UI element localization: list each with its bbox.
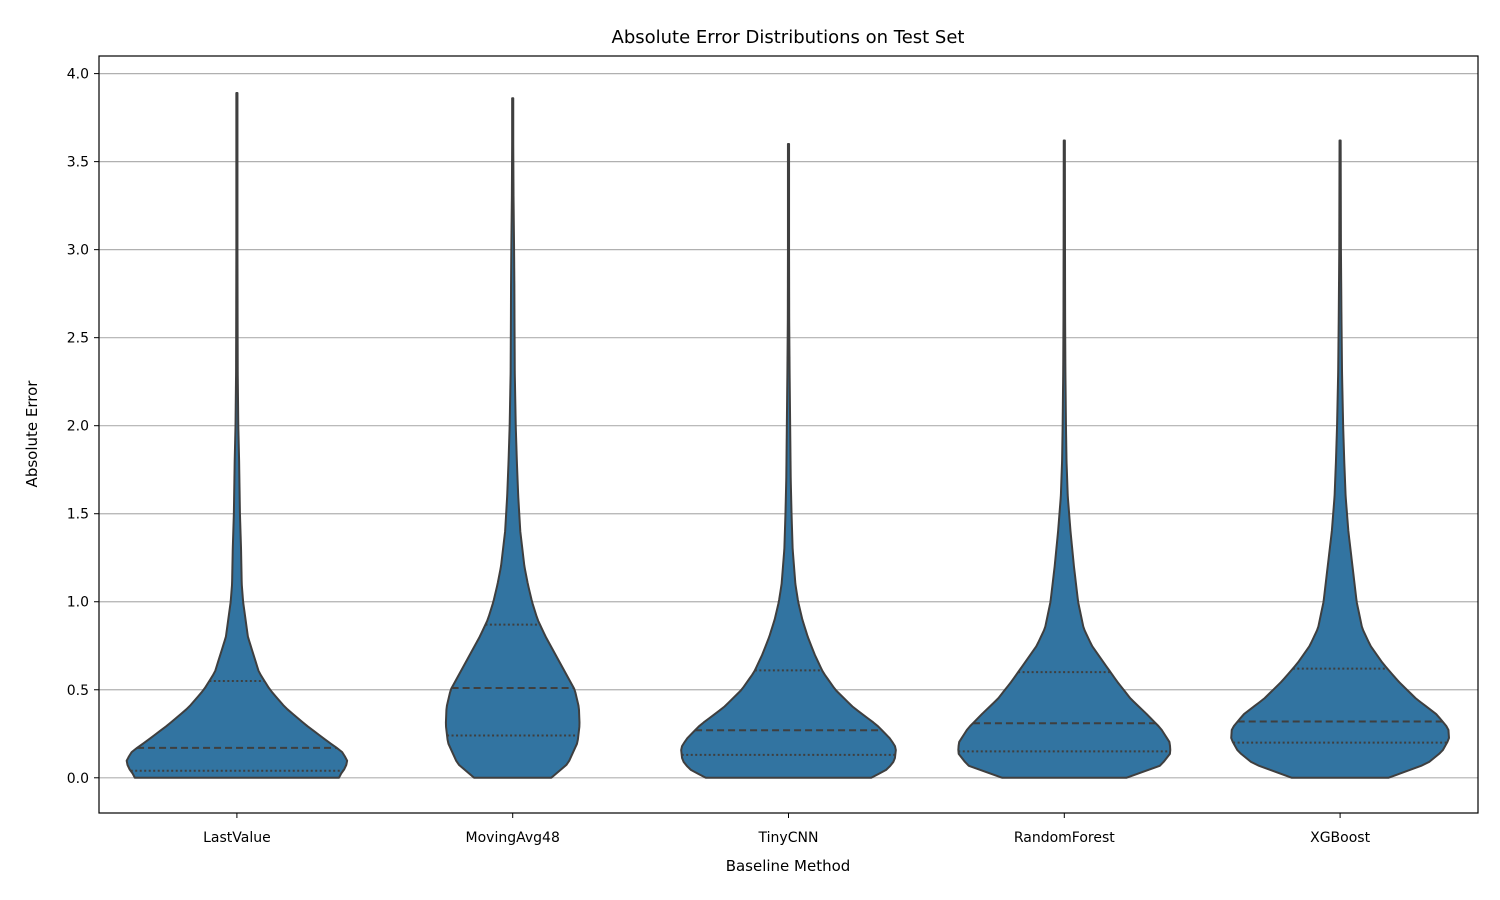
chart-title: Absolute Error Distributions on Test Set [612,27,965,48]
violin-randomforest [957,139,1172,779]
y-tick-label: 0.5 [67,683,89,699]
violin-lastvalue [125,91,349,779]
violin-movingavg48 [444,97,581,779]
y-axis: 0.0 0.5 1.0 1.5 2.0 2.5 3.0 3.5 4.0 [67,67,99,787]
y-tick-label: 2.0 [67,419,89,435]
violin-body [680,143,897,779]
x-tick-label: XGBoost [1310,830,1370,846]
y-tick-label: 3.0 [67,243,89,259]
y-tick-label: 4.0 [67,67,89,83]
x-axis-title: Baseline Method [726,857,851,875]
y-tick-label: 2.5 [67,331,89,347]
x-tick-label: RandomForest [1014,830,1115,846]
x-axis: LastValue MovingAvg48 TinyCNN RandomForest X… [203,813,1371,846]
y-tick-label: 0.0 [67,771,89,787]
violin-body [1230,139,1450,779]
y-tick-label: 3.5 [67,155,89,171]
y-axis-title: Absolute Error [23,380,41,488]
y-tick-label: 1.5 [67,507,89,523]
y-tick-label: 1.0 [67,595,89,611]
violin-body [125,91,349,779]
violin-body [957,139,1172,779]
violin-tinycnn [680,143,897,779]
x-tick-label: LastValue [203,830,271,846]
violin-xgboost [1230,139,1450,779]
violin-body [444,97,581,779]
x-tick-label: MovingAvg48 [466,830,560,846]
violins [125,91,1450,779]
x-tick-label: TinyCNN [758,830,819,846]
